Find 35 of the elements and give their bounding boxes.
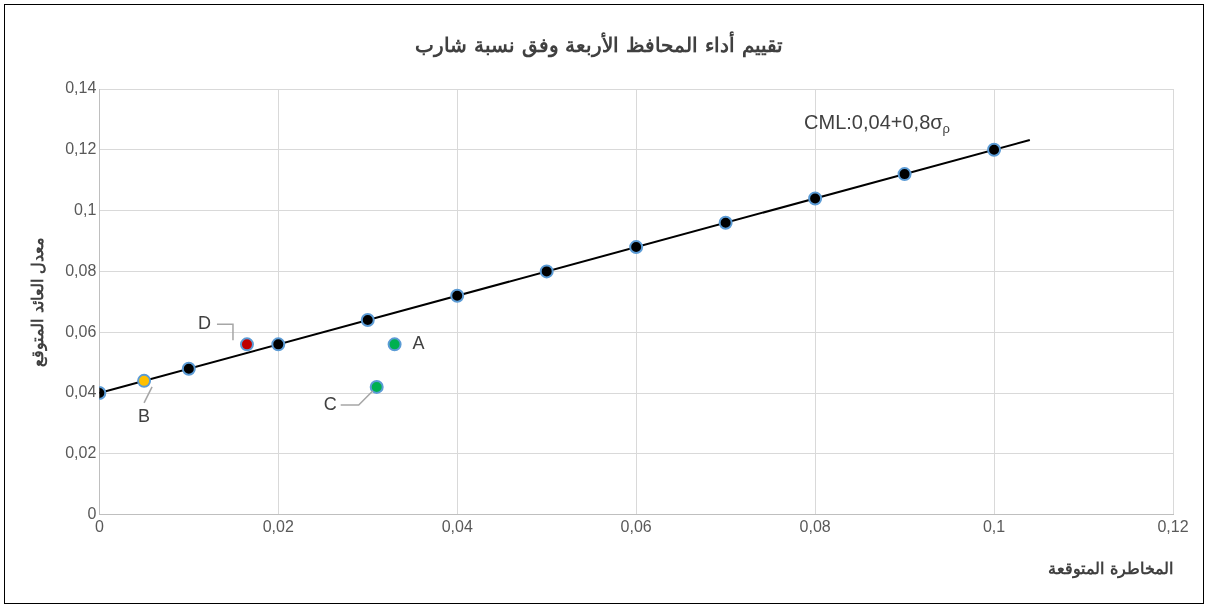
point [718,215,733,230]
x-tick-label: 0,08 [799,517,831,535]
x-tick-label: 0,1 [982,517,1006,535]
chart-title: تقييم أداء المحافظ الأربعة وفق نسبة شارب [414,31,784,59]
x-tick-label: 0,12 [1157,517,1189,535]
y-tick-label: 0,14 [65,79,97,97]
point [387,337,402,352]
point [808,191,823,206]
point [897,167,912,182]
point [360,313,375,328]
point [181,361,196,376]
y-tick-label: 0,12 [65,140,97,158]
point [239,337,254,352]
annotation: B [138,405,151,426]
y-axis-title: معدل العائد المتوقع [27,236,48,367]
x-tick-label: 0,02 [262,517,294,535]
y-tick-label: 0,06 [65,322,97,340]
y-tick-label: 0,1 [74,201,97,219]
y-tick-label: 0,02 [65,444,97,462]
x-tick-label: 0,04 [441,517,473,535]
annotation: D [197,313,211,334]
point [369,379,384,394]
point [450,288,465,303]
x-tick-label: 0,06 [620,517,652,535]
point [539,264,554,279]
point [137,373,152,388]
point [271,337,286,352]
y-tick-label: 0,08 [65,261,97,279]
point [987,142,1002,157]
y-tick-label: 0,04 [65,383,97,401]
annotation: A [412,333,425,354]
annotation: C [323,393,337,414]
point [629,240,644,255]
y-tick-label: 0 [87,505,97,523]
x-axis-title: المخاطرة المتوقعة [1048,558,1173,579]
